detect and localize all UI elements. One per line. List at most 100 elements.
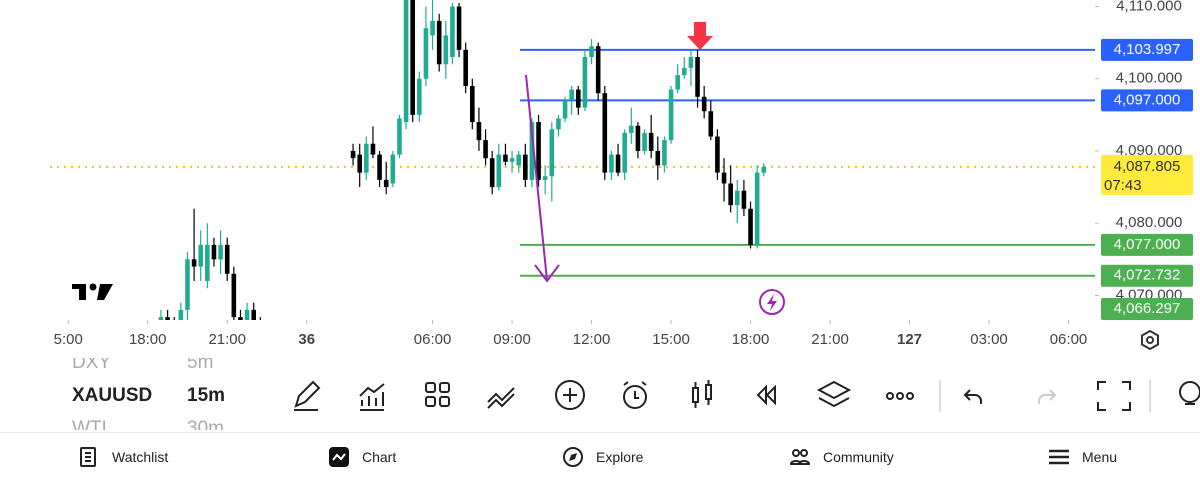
- replay[interactable]: [756, 384, 776, 406]
- candle-body: [178, 309, 184, 320]
- symbol-row[interactable]: WTI 30m: [0, 412, 270, 431]
- candle-body: [715, 136, 720, 173]
- x-tick-label: 09:00: [493, 331, 531, 348]
- price-label: 4,072.732: [1114, 267, 1181, 284]
- price-label-bg: [1101, 264, 1193, 287]
- nav-item[interactable]: Chart: [328, 433, 396, 481]
- candle-body: [622, 132, 627, 173]
- candle-body: [350, 150, 356, 159]
- nav-item[interactable]: Watchlist: [78, 433, 168, 481]
- symbol-row[interactable]: XAUUSD 15m: [0, 379, 270, 412]
- candle-body: [383, 179, 389, 188]
- x-tick-label: 36: [298, 331, 315, 348]
- candle-body: [569, 89, 574, 101]
- symbol-interval: 30m: [187, 417, 224, 431]
- last-price-label-bg: [1101, 154, 1193, 195]
- candle-body: [191, 259, 197, 267]
- candle-body: [503, 154, 508, 162]
- y-tick-label: 4,100.000: [1116, 70, 1183, 87]
- candle-body: [728, 183, 733, 206]
- nav-label: Menu: [1082, 449, 1118, 465]
- candle-body: [741, 190, 747, 209]
- candle-body: [443, 35, 449, 65]
- x-tick-label: 21:00: [208, 331, 246, 348]
- candle-body: [688, 57, 694, 68]
- nav-label: Watchlist: [112, 449, 169, 465]
- ideas[interactable]: [1179, 381, 1200, 405]
- candle-body: [635, 125, 641, 151]
- alert-icon[interactable]: [759, 289, 785, 315]
- more[interactable]: [886, 392, 914, 400]
- candle-body: [542, 176, 548, 180]
- candle-body: [231, 273, 237, 318]
- candle-body: [734, 190, 740, 206]
- price-label-bg: [1101, 38, 1193, 61]
- candle-body: [589, 46, 594, 58]
- nav-icon: [1049, 449, 1069, 465]
- drawing-arrow: [525, 74, 560, 283]
- nav-item[interactable]: Community: [789, 433, 894, 481]
- candle-body: [556, 118, 561, 130]
- symbol-row[interactable]: DXY 5m: [0, 358, 270, 379]
- y-tick-label: 4,090.000: [1116, 142, 1183, 159]
- candle-body: [258, 324, 263, 331]
- draw-tool[interactable]: [294, 380, 321, 411]
- price-label: 4,103.997: [1114, 41, 1181, 58]
- candle-body: [218, 244, 223, 260]
- indicators[interactable]: [359, 383, 385, 411]
- marker-arrow: [687, 22, 713, 50]
- candle-body: [748, 208, 753, 245]
- candle-body: [602, 93, 608, 173]
- candle-body: [668, 89, 674, 141]
- nav-label: Community: [823, 449, 894, 465]
- price-label: 4,097.000: [1114, 91, 1181, 108]
- fullscreen[interactable]: [1097, 381, 1131, 411]
- candle-body: [165, 317, 170, 320]
- candle-body: [496, 154, 502, 188]
- nav-item[interactable]: Explore: [562, 433, 643, 481]
- candle-body: [251, 309, 257, 320]
- candle-body: [238, 317, 243, 320]
- redo[interactable]: [1038, 389, 1057, 404]
- candle-body: [695, 57, 700, 97]
- candle-body: [536, 122, 541, 180]
- layers[interactable]: [816, 380, 852, 408]
- candle-body: [397, 118, 402, 155]
- candle-body: [456, 6, 462, 50]
- candle-body: [562, 100, 568, 119]
- candle-body: [628, 125, 634, 133]
- y-tick-label: 4,110.000: [1116, 0, 1182, 14]
- candle-body: [403, 0, 409, 123]
- x-tick-label: 03:00: [970, 331, 1008, 348]
- undo[interactable]: [963, 389, 982, 404]
- x-tick-label: 5:00: [54, 331, 83, 348]
- symbol-list[interactable]: DXY 5m XAUUSD 15m WTI 30m: [0, 358, 270, 430]
- candle-body: [655, 150, 661, 166]
- candle-body: [357, 154, 363, 173]
- compare[interactable]: [487, 387, 515, 409]
- candle-body: [430, 20, 435, 36]
- nav-icon: [789, 449, 811, 465]
- countdown: 07:43: [1104, 177, 1142, 194]
- x-tick-label: 127: [897, 331, 922, 348]
- candle-body: [708, 111, 714, 137]
- candle-type[interactable]: [692, 380, 712, 408]
- nav-label: Chart: [362, 449, 397, 465]
- settings-icon[interactable]: [1141, 329, 1159, 351]
- candle-body: [463, 49, 468, 86]
- candle-body: [172, 332, 177, 339]
- candle-body: [761, 166, 767, 173]
- candle-body: [648, 132, 654, 151]
- alarm[interactable]: [623, 381, 647, 409]
- candle-body: [211, 244, 217, 260]
- nav-item[interactable]: Menu: [1048, 433, 1117, 481]
- candle-body: [410, 0, 415, 115]
- candle-body: [721, 172, 727, 184]
- candle-body: [436, 20, 442, 65]
- candle-body: [390, 154, 396, 184]
- nav-icon: [80, 447, 96, 467]
- layout[interactable]: [425, 382, 450, 407]
- candle-body: [470, 85, 475, 123]
- add[interactable]: [555, 380, 585, 410]
